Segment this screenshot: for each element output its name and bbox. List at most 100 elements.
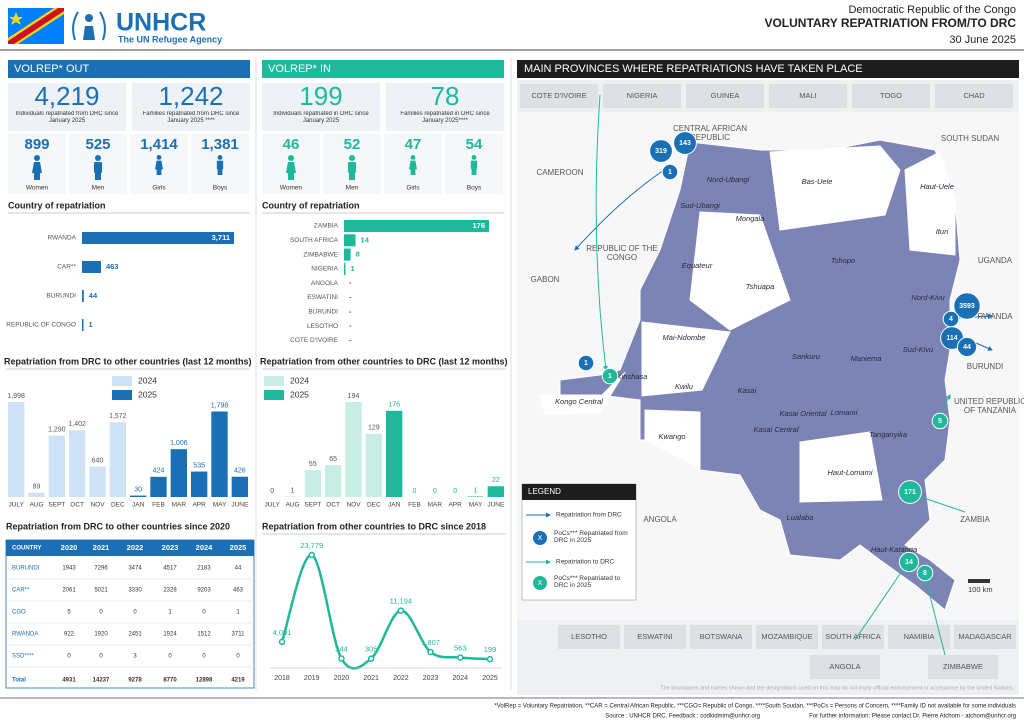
- country-tab-label: ESWATINI: [637, 632, 672, 641]
- map-bubble-label: 1: [584, 360, 588, 367]
- province-label: Kasai Central: [753, 425, 798, 434]
- chart-title: Country of repatriation: [262, 200, 360, 210]
- bar-value-label: 22: [492, 477, 500, 484]
- map-title-bar: [517, 60, 1019, 78]
- bar-category: ANGOLA: [311, 280, 339, 287]
- country-label-box: CAMEROON: [536, 168, 583, 177]
- arrow: [917, 494, 966, 513]
- bar-value-label: 0: [433, 488, 437, 495]
- country-label: SOUTH SUDAN: [940, 134, 1000, 143]
- panel-heading: VOLREP* IN: [268, 63, 331, 75]
- bar: [211, 411, 228, 497]
- bar-value-label: 3,711: [212, 233, 230, 242]
- bar-value-label: -: [349, 335, 352, 344]
- table-cell: 8770: [163, 678, 177, 684]
- breakdown-label: Boys: [467, 185, 482, 192]
- x-tick-label: JAN: [132, 502, 145, 509]
- bar: [82, 261, 101, 273]
- bar-value-label: 55: [309, 461, 317, 468]
- bar-value-label: 0: [413, 488, 417, 495]
- icon-body: [216, 160, 224, 170]
- bar-value-label: 426: [234, 468, 246, 475]
- map-bubble: [661, 163, 679, 181]
- bar: [231, 476, 248, 497]
- map-bubble: [649, 139, 673, 163]
- table-cell: 4931: [62, 678, 76, 684]
- table-cell: 0: [168, 654, 172, 660]
- country-tab: [852, 84, 930, 108]
- bar: [304, 470, 321, 497]
- province-area: [539, 371, 626, 416]
- legend-label: 2024: [138, 375, 157, 385]
- families-number: 1,242: [158, 81, 223, 111]
- country-tab: [769, 84, 847, 108]
- province-label: Nord-Ubangi: [707, 175, 750, 184]
- bar-value-label: 1,402: [68, 421, 86, 428]
- bar-value-label: 1: [351, 264, 355, 273]
- country-tab: [935, 84, 1013, 108]
- country-label: ANGOLA: [643, 515, 677, 524]
- country-label: UNITED REPUBLIC OF TANZANIA: [953, 397, 1024, 416]
- stat-box: [8, 83, 126, 131]
- table-cell: CAR**: [12, 588, 30, 594]
- breakdown-value: 525: [85, 136, 110, 153]
- icon-legs: [95, 172, 101, 180]
- legend-bubble: [533, 531, 547, 545]
- footer-contact: For further information: Please contact …: [809, 714, 1016, 720]
- panel-heading: VOLREP* OUT: [14, 63, 89, 75]
- x-tick-label: JUNE: [487, 502, 505, 509]
- table-header-cell: 2021: [93, 543, 110, 552]
- table-cell: 1924: [163, 632, 177, 638]
- bar-value-label: 1,998: [7, 393, 25, 400]
- chart-title: Repatriation from DRC to other countries…: [4, 356, 252, 366]
- individuals-number: 4,219: [34, 81, 99, 111]
- bar-value-label: 176: [472, 221, 485, 230]
- map-bubble-label: 4: [949, 316, 953, 323]
- country-label-box: UNITED REPUBLIC OF TANZANIA: [953, 397, 1024, 416]
- country-tab-label: CHAD: [963, 91, 985, 100]
- bar-value-label: 535: [193, 462, 205, 469]
- table-cell: 2451: [128, 632, 142, 638]
- bar-category: ZIMBABWE: [303, 251, 338, 258]
- icon-legs: [34, 172, 40, 180]
- icon-legs: [349, 172, 355, 180]
- table-cell: 1920: [94, 632, 108, 638]
- bar-value-label: 1,290: [48, 427, 66, 434]
- breakdown-label: Men: [346, 185, 359, 192]
- breakdown-label: Women: [280, 185, 303, 192]
- x-tick-label: FEB: [408, 502, 421, 509]
- table-cell: 5: [67, 610, 71, 616]
- table-cell: 0: [99, 610, 103, 616]
- arrow: [924, 579, 946, 656]
- x-tick-label: OCT: [70, 502, 84, 509]
- point-label: 199: [484, 645, 497, 654]
- province-label: Ituri: [936, 227, 949, 236]
- x-tick-label: MAY: [213, 502, 227, 509]
- province-label: Maniema: [851, 354, 882, 363]
- bar: [344, 262, 346, 275]
- table-cell: 1943: [62, 566, 76, 572]
- country-label: CENTRAL AFRICAN REPUBLIC: [673, 124, 747, 143]
- x-tick-label: JAN: [388, 502, 401, 509]
- icon-legs: [156, 168, 162, 175]
- bar-category: ESWATINI: [307, 294, 338, 301]
- chart-title: Repatriation from other countries to DRC…: [260, 356, 508, 366]
- legend-swatch: [264, 376, 284, 386]
- country-label: UGANDA: [977, 256, 1013, 265]
- person-icon: [286, 155, 296, 180]
- province-label: Mongala: [736, 214, 765, 223]
- icon-body: [409, 160, 417, 170]
- breakdown-value: 47: [405, 136, 422, 153]
- x-tick-label: AUG: [285, 502, 299, 509]
- bar-value-label: 8: [356, 250, 360, 259]
- bar: [48, 435, 65, 497]
- unhcr-emblem: [72, 11, 106, 41]
- country-tab-label: NAMIBIA: [904, 632, 935, 641]
- person-icon: [216, 155, 224, 175]
- bar: [365, 433, 382, 497]
- arrow: [595, 94, 608, 371]
- bar: [170, 449, 187, 497]
- table-cell: 0: [202, 610, 206, 616]
- icon-legs: [471, 168, 477, 175]
- map-bubble-label: 319: [655, 148, 667, 155]
